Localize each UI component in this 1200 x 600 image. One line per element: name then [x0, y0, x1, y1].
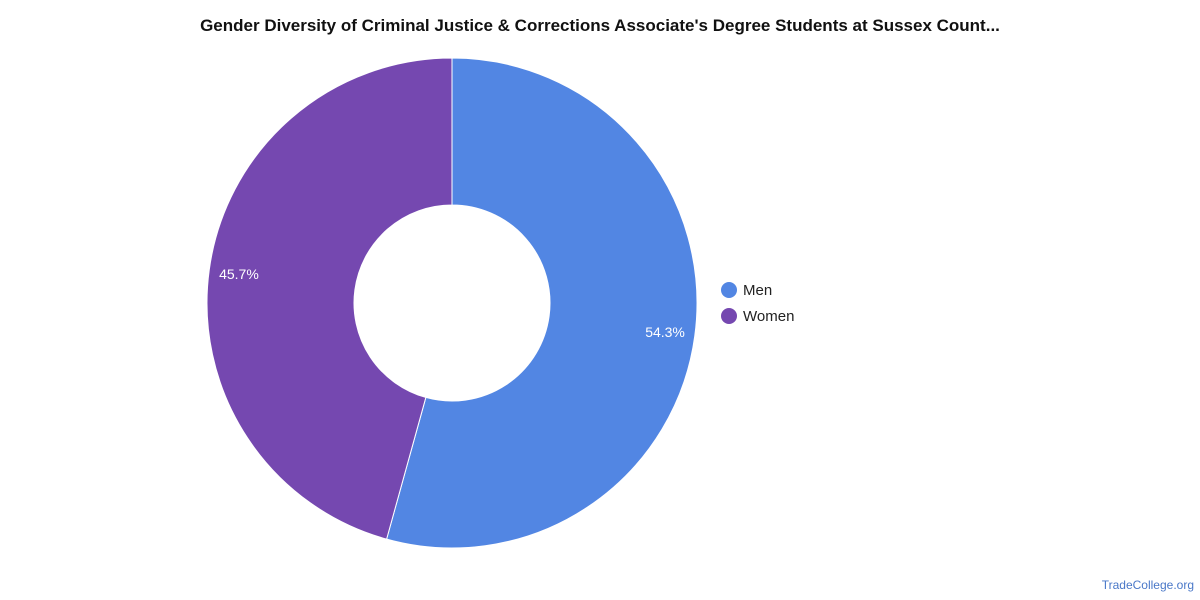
labels-group: 54.3% 45.7% — [219, 266, 685, 340]
data-label-women: 45.7% — [219, 266, 259, 282]
chart-title: Gender Diversity of Criminal Justice & C… — [200, 16, 1000, 35]
slice-women — [206, 57, 453, 540]
data-label-men: 54.3% — [645, 324, 685, 340]
watermark: TradeCollege.org — [1101, 578, 1194, 592]
legend-swatch-men — [721, 282, 737, 298]
slice-men — [385, 57, 698, 549]
legend-label-men: Men — [743, 282, 772, 299]
legend: Men Women — [721, 282, 794, 325]
slices-group — [206, 57, 698, 549]
legend-swatch-women — [721, 308, 737, 324]
legend-label-women: Women — [743, 308, 794, 325]
